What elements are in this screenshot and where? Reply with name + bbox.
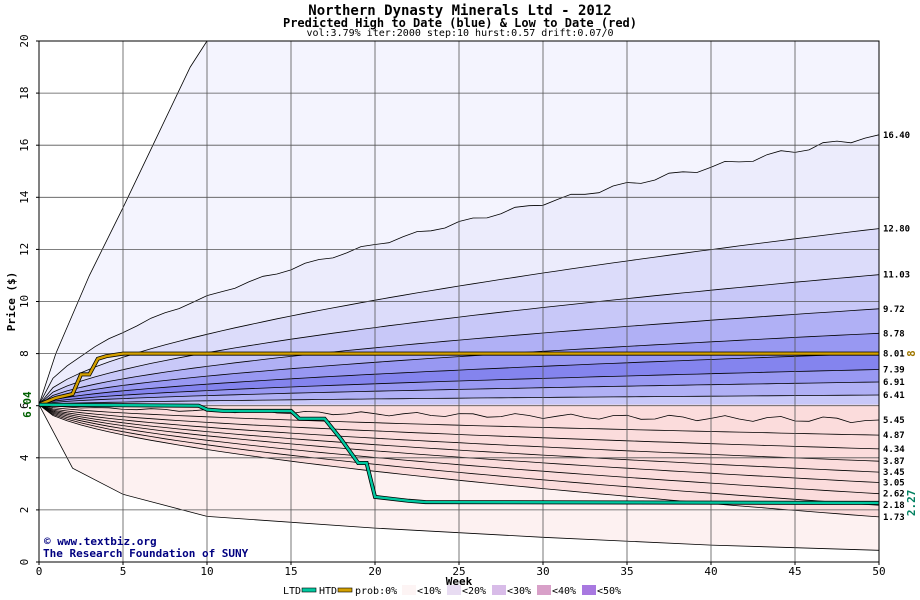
y-axis-title: Price ($): [5, 272, 18, 332]
legend-bin-swatch: [447, 585, 461, 595]
start-value-label: 6.04: [21, 391, 34, 418]
legend-bin-label: <30%: [507, 586, 531, 597]
legend-ltd-swatch: [301, 587, 317, 593]
x-tick-label: 35: [620, 565, 633, 578]
y-tick-label: 14: [18, 190, 31, 204]
y-tick-label: 10: [18, 295, 31, 308]
quantile-end-label: 6.41: [883, 391, 905, 401]
y-tick-label: 2: [18, 507, 31, 514]
plot-layer: [39, 41, 879, 562]
quantile-end-label: 1.73: [883, 513, 905, 523]
x-tick-label: 30: [536, 565, 549, 578]
chart-params: vol:3.79% iter:2000 step:10 hurst:0.57 d…: [306, 28, 614, 39]
legend-bin-swatch: [537, 585, 551, 595]
legend-bin-swatch: [582, 585, 596, 595]
quantile-end-label: 4.87: [883, 431, 905, 441]
x-tick-label: 45: [788, 565, 801, 578]
htd-end-label: 8: [905, 350, 918, 357]
x-tick-label: 50: [872, 565, 885, 578]
legend-bin-label: <50%: [597, 586, 621, 597]
quantile-end-label: 12.80: [883, 225, 910, 235]
credit-url: © www.textbiz.org: [44, 535, 157, 548]
y-tick-label: 4: [18, 454, 31, 461]
chart-subtitle: Predicted High to Date (blue) & Low to D…: [282, 16, 637, 30]
x-tick-label: 40: [704, 565, 717, 578]
high-band-3: [39, 308, 879, 405]
quantile-end-label: 5.45: [883, 416, 905, 426]
chart-title: Northern Dynasty Minerals Ltd - 2012: [308, 3, 612, 19]
legend-htd-swatch: [337, 587, 353, 593]
quantile-end-label: 3.87: [883, 457, 905, 467]
legend-htd-label: HTD: [319, 586, 337, 597]
legend-bin-label: <10%: [417, 586, 441, 597]
quantile-end-label: 9.72: [883, 305, 905, 315]
credit-org: The Research Foundation of SUNY: [43, 547, 249, 560]
quantile-end-label: 16.40: [883, 131, 910, 141]
quantile-end-label: 8.78: [883, 329, 905, 339]
x-tick-label: 25: [452, 565, 465, 578]
legend-bin-swatch: [492, 585, 506, 595]
x-tick-label: 15: [284, 565, 297, 578]
legend-ltd-label: LTD: [283, 586, 301, 597]
y-tick-label: 0: [18, 559, 31, 566]
ltd-end-label: 2.27: [905, 490, 918, 516]
legend-bin-label: <40%: [552, 586, 576, 597]
x-tick-label: 5: [120, 565, 127, 578]
quantile-end-label: 4.34: [883, 445, 905, 455]
htd-series-line: [39, 352, 879, 406]
y-tick-label: 18: [18, 86, 31, 99]
quantile-end-label: 8.01: [883, 349, 905, 359]
y-tick-label: 16: [18, 139, 31, 152]
quantile-end-label: 7.39: [883, 365, 905, 375]
quantile-end-label: 2.18: [883, 501, 905, 511]
quantile-end-label: 11.03: [883, 271, 910, 281]
quantile-end-label: 3.05: [883, 479, 905, 489]
y-tick-label: 8: [18, 350, 31, 357]
quantile-end-label: 6.91: [883, 378, 905, 388]
quantile-end-label: 3.45: [883, 468, 905, 478]
ltd-series-line: [39, 403, 879, 505]
legend-prob-label: prob:0%: [355, 586, 397, 597]
legend-bin-swatch: [402, 585, 416, 595]
y-tick-label: 6: [18, 402, 31, 409]
y-tick-label: 12: [18, 243, 31, 256]
x-axis-title: Week: [446, 575, 473, 588]
y-tick-label: 20: [18, 34, 31, 47]
x-tick-label: 0: [36, 565, 43, 578]
quantile-end-label: 2.62: [883, 490, 905, 500]
legend-bin-label: <20%: [462, 586, 486, 597]
x-tick-label: 20: [368, 565, 381, 578]
x-tick-label: 10: [200, 565, 213, 578]
